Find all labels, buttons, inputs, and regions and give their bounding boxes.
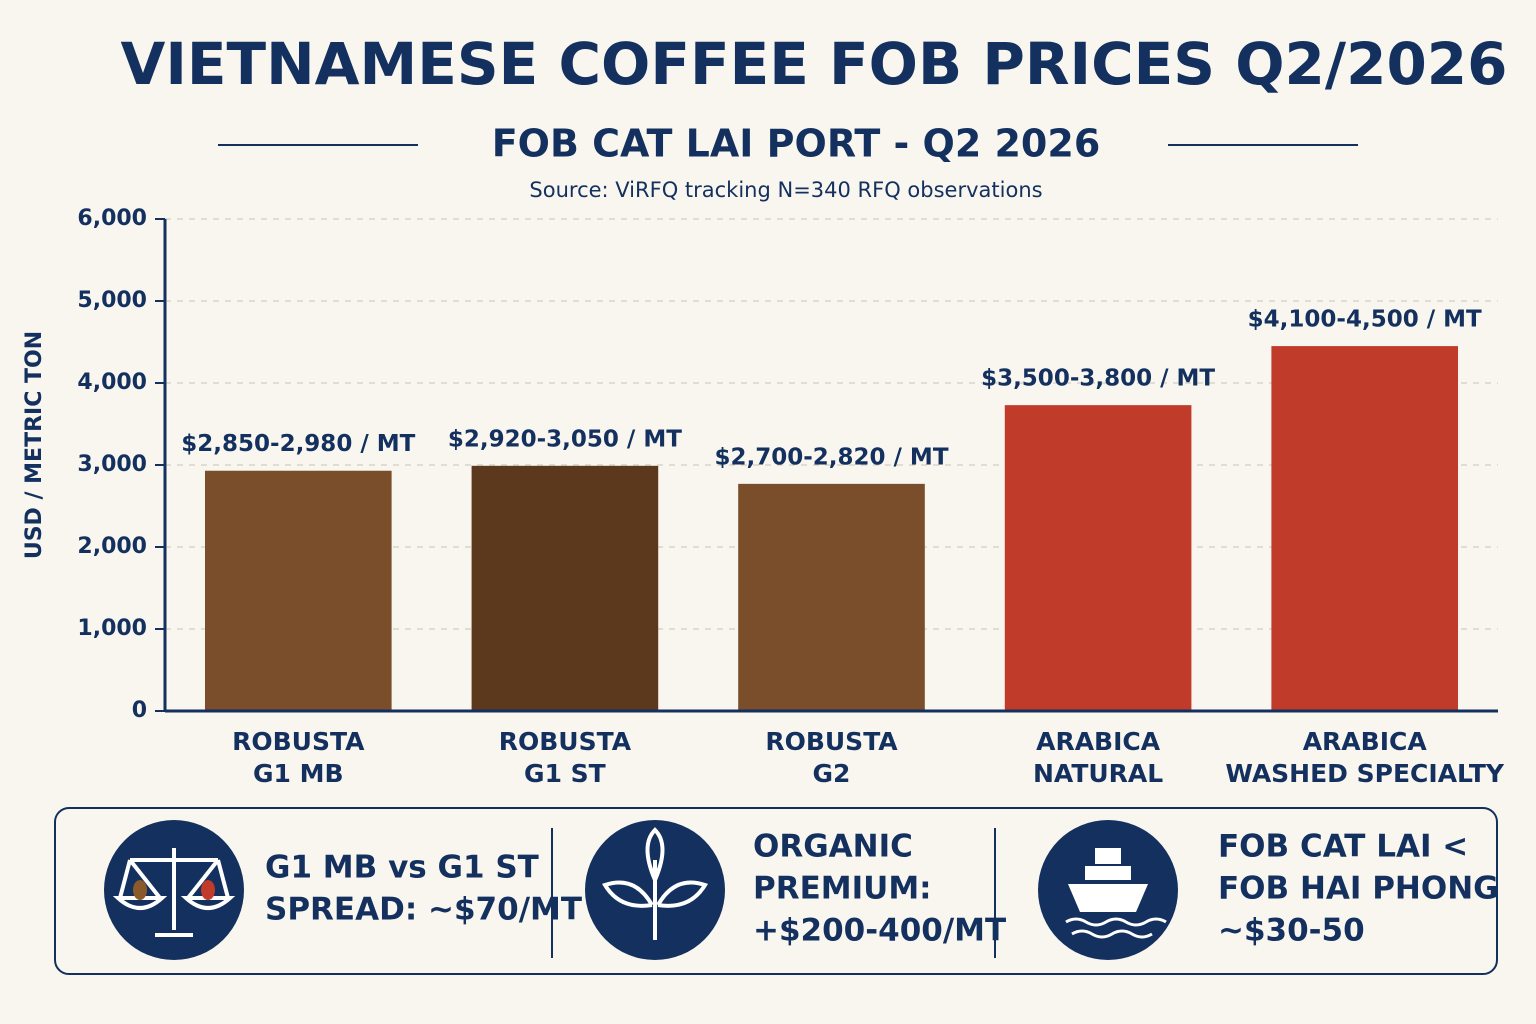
note-text: G1 MB vs G1 ST <box>265 850 539 886</box>
x-tick-label: NATURAL <box>1033 759 1163 788</box>
value-label: $2,920-3,050 / MT <box>448 426 682 452</box>
ship-icon <box>1038 820 1178 960</box>
x-tick-label: G2 <box>813 759 851 788</box>
note-text: +$200-400/MT <box>753 913 1006 949</box>
value-label: $3,500-3,800 / MT <box>981 366 1215 392</box>
chart-title: VIETNAMESE COFFEE FOB PRICES Q2/2026 <box>120 30 1507 98</box>
y-tick-label: 4,000 <box>77 370 147 395</box>
y-tick-label: 0 <box>132 698 147 723</box>
y-tick-label: 5,000 <box>77 288 147 313</box>
bar <box>471 465 659 711</box>
x-tick-label: ARABICA <box>1036 727 1161 756</box>
note-text: PREMIUM: <box>753 871 932 907</box>
x-tick-label: ROBUSTA <box>232 727 365 756</box>
x-tick-label: WASHED SPECIALTY <box>1225 759 1505 788</box>
x-tick-label: ARABICA <box>1303 727 1428 756</box>
note-text: FOB HAI PHONG <box>1218 871 1499 907</box>
leaf-icon <box>585 820 725 960</box>
value-label: $2,700-2,820 / MT <box>714 444 948 470</box>
note-text: FOB CAT LAI < <box>1218 829 1468 865</box>
source: Source: ViRFQ tracking N=340 RFQ observa… <box>529 178 1042 202</box>
y-tick-label: 1,000 <box>77 616 147 641</box>
x-tick-label: G1 ST <box>524 759 606 788</box>
y-axis-label: USD / METRIC TON <box>22 331 47 559</box>
x-tick-label: G1 MB <box>253 759 344 788</box>
y-tick-label: 6,000 <box>77 206 147 231</box>
value-label: $2,850-2,980 / MT <box>181 431 415 457</box>
bar <box>204 470 392 711</box>
bar <box>1004 405 1192 711</box>
note-text: ~$30-50 <box>1218 913 1365 949</box>
value-label: $4,100-4,500 / MT <box>1248 307 1482 333</box>
bar <box>738 483 925 711</box>
note-text: ORGANIC <box>753 829 913 865</box>
notes-panel <box>54 807 1498 975</box>
y-tick-label: 2,000 <box>77 534 147 559</box>
x-tick-label: ROBUSTA <box>765 727 898 756</box>
bar <box>1271 346 1459 711</box>
scale-icon <box>104 820 244 960</box>
note-text: SPREAD: ~$70/MT <box>265 892 582 928</box>
subtitle: FOB CAT LAI PORT - Q2 2026 <box>492 122 1101 166</box>
y-tick-label: 3,000 <box>77 452 147 477</box>
x-tick-label: ROBUSTA <box>499 727 632 756</box>
